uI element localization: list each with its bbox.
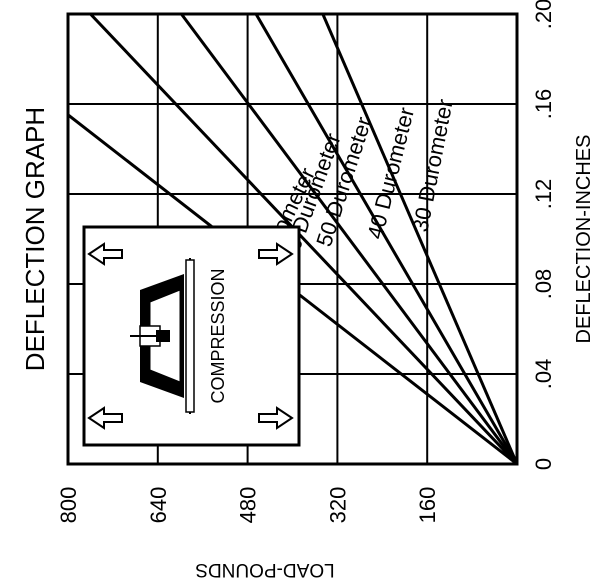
x-tick-labels: 0 .04 .08 .12 .16 .20 — [531, 0, 556, 470]
series-line-1 — [89, 14, 517, 464]
arrow-icon — [87, 242, 294, 430]
x-axis-label: DEFLECTION-INCHES — [573, 135, 595, 344]
y-tick-labels: 160 320 480 640 800 — [56, 487, 440, 524]
x-tick-label-4: .16 — [531, 89, 556, 120]
chart-title: DEFLECTION GRAPH — [20, 107, 50, 371]
x-tick-label-5: .20 — [531, 0, 556, 29]
x-tick-label-1: .04 — [531, 359, 556, 390]
inset-label: COMPRESSION — [208, 268, 228, 403]
series-line-4 — [321, 14, 517, 464]
y-tick-label-2: 480 — [236, 487, 261, 524]
compression-inset: COMPRESSION — [82, 225, 301, 447]
series-line-3 — [254, 14, 517, 464]
series-line-2 — [180, 14, 517, 464]
y-tick-label-1: 320 — [325, 487, 350, 524]
x-tick-label-3: .12 — [531, 179, 556, 210]
y-tick-label-3: 640 — [146, 487, 171, 524]
x-tick-label-2: .08 — [531, 269, 556, 300]
x-tick-label-0: 0 — [531, 458, 556, 470]
y-axis-label: LOAD-POUNDS — [195, 559, 334, 580]
y-tick-label-0: 160 — [415, 487, 440, 524]
series-lines — [68, 14, 517, 464]
y-tick-label-4: 800 — [56, 487, 81, 524]
plot-frame — [66, 12, 519, 466]
rubber-mount-icon — [130, 258, 195, 414]
